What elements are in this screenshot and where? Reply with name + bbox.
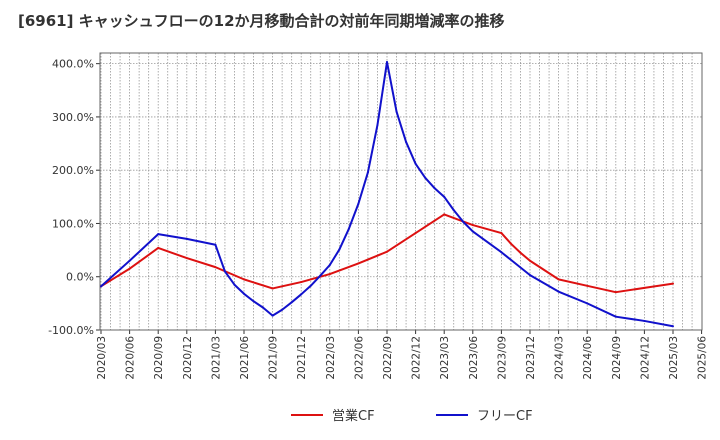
data-point-free-cf xyxy=(376,123,379,126)
data-point-operating-cf xyxy=(243,278,245,281)
x-tick-label: 2022/12 xyxy=(411,336,423,380)
data-point-operating-cf xyxy=(157,246,160,249)
data-point-operating-cf xyxy=(557,278,560,281)
x-tick-label: 2024/06 xyxy=(582,336,594,380)
data-point-free-cf xyxy=(500,251,503,254)
x-tick-label: 2021/03 xyxy=(210,336,222,380)
data-point-free-cf xyxy=(433,187,436,190)
data-point-free-cf xyxy=(672,325,674,328)
x-tick-label: 2020/06 xyxy=(125,336,137,380)
data-point-operating-cf xyxy=(500,232,503,235)
data-point-free-cf xyxy=(300,293,303,296)
x-tick-label: 2020/12 xyxy=(182,336,194,380)
data-point-operating-cf xyxy=(357,262,360,265)
x-tick-label: 2025/03 xyxy=(668,336,680,380)
data-point-free-cf xyxy=(529,274,531,277)
data-point-free-cf xyxy=(214,243,217,246)
data-point-operating-cf xyxy=(300,281,303,284)
data-point-free-cf xyxy=(643,319,646,322)
data-point-free-cf xyxy=(328,264,331,267)
data-point-operating-cf xyxy=(443,213,446,216)
y-tick-label: 100.0% xyxy=(52,217,94,230)
plot-area xyxy=(100,53,702,330)
plot-border xyxy=(99,52,703,331)
data-point-free-cf xyxy=(290,301,293,304)
data-point-free-cf xyxy=(462,220,465,223)
data-point-operating-cf xyxy=(672,282,674,285)
data-point-free-cf xyxy=(319,274,322,277)
x-tick-label: 2023/03 xyxy=(439,336,451,380)
y-tick-label: 0.0% xyxy=(66,271,94,284)
data-point-free-cf xyxy=(157,233,160,236)
x-tick-label: 2022/06 xyxy=(353,336,365,380)
data-point-operating-cf xyxy=(271,287,274,290)
x-tick-label: 2023/09 xyxy=(496,336,508,380)
data-point-free-cf xyxy=(452,209,455,212)
data-point-operating-cf xyxy=(586,284,589,287)
data-point-free-cf xyxy=(471,230,474,233)
y-tick-label: -100.0% xyxy=(48,324,94,337)
data-point-free-cf xyxy=(586,302,589,305)
data-point-free-cf xyxy=(557,290,560,293)
data-point-operating-cf xyxy=(414,232,417,235)
data-point-free-cf xyxy=(281,308,284,311)
data-point-free-cf xyxy=(243,292,245,295)
data-point-operating-cf xyxy=(214,266,217,269)
data-point-free-cf xyxy=(233,283,236,286)
data-point-free-cf xyxy=(309,284,312,287)
data-point-free-cf xyxy=(347,227,350,230)
x-tick-label: 2022/09 xyxy=(382,336,394,380)
x-tick-label: 2020/09 xyxy=(153,336,165,380)
data-point-free-cf xyxy=(614,315,617,318)
data-point-operating-cf xyxy=(529,259,531,262)
data-point-free-cf xyxy=(185,237,188,240)
y-tick-label: 200.0% xyxy=(52,164,94,177)
data-point-free-cf xyxy=(357,202,360,205)
x-tick-label: 2024/12 xyxy=(639,336,651,380)
x-tick-label: 2021/09 xyxy=(268,336,280,380)
data-point-operating-cf xyxy=(519,251,522,254)
data-point-free-cf xyxy=(100,285,102,288)
x-tick-label: 2020/03 xyxy=(96,336,108,380)
data-point-free-cf xyxy=(252,300,255,303)
data-point-free-cf xyxy=(338,248,341,251)
data-point-free-cf xyxy=(424,176,427,179)
data-point-operating-cf xyxy=(185,257,188,260)
x-tick-label: 2021/12 xyxy=(296,336,308,380)
data-point-free-cf xyxy=(395,110,398,113)
data-point-free-cf xyxy=(262,306,265,309)
data-point-operating-cf xyxy=(509,242,512,245)
data-point-free-cf xyxy=(223,270,226,273)
data-point-operating-cf xyxy=(614,291,617,294)
data-point-free-cf xyxy=(128,259,131,262)
data-point-free-cf xyxy=(405,140,408,143)
y-tick-label: 400.0% xyxy=(52,58,94,71)
data-point-free-cf xyxy=(443,195,446,198)
data-point-free-cf xyxy=(366,171,369,174)
x-tick-label: 2021/06 xyxy=(239,336,251,380)
data-point-operating-cf xyxy=(643,286,646,289)
data-point-free-cf xyxy=(414,162,417,165)
x-tick-label: 2025/06 xyxy=(697,336,709,380)
chart-title: [6961] キャッシュフローの12か月移動合計の対前年同期増減率の推移 xyxy=(18,12,505,30)
x-tick-label: 2024/03 xyxy=(554,336,566,380)
data-point-free-cf xyxy=(271,314,274,317)
data-point-operating-cf xyxy=(328,273,331,276)
x-tick-label: 2023/06 xyxy=(468,336,480,380)
y-tick-label: 300.0% xyxy=(52,111,94,124)
x-tick-label: 2022/03 xyxy=(325,336,337,380)
x-tick-label: 2023/12 xyxy=(525,336,537,380)
data-point-operating-cf xyxy=(471,224,474,227)
legend-label-free-cf: フリーCF xyxy=(477,409,533,424)
data-point-free-cf xyxy=(386,61,388,64)
legend-label-operating-cf: 営業CF xyxy=(332,408,375,424)
data-point-operating-cf xyxy=(128,267,131,270)
data-point-operating-cf xyxy=(386,250,388,253)
x-tick-label: 2024/09 xyxy=(611,336,623,380)
